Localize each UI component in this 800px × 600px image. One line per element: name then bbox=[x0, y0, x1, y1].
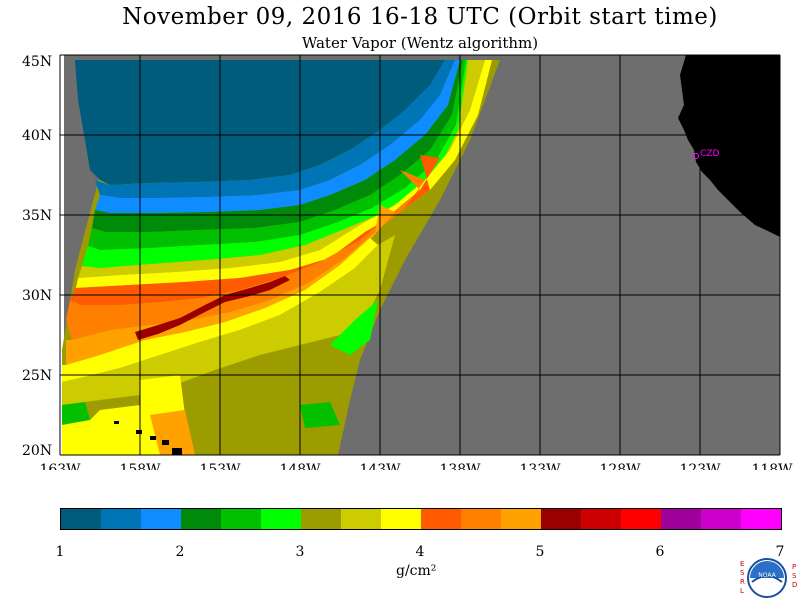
hawaii-islands bbox=[114, 421, 182, 455]
swath-band-orange-red bbox=[70, 155, 440, 305]
color-scale-cell bbox=[621, 509, 661, 529]
lon-label-163w: 163W bbox=[39, 462, 81, 470]
color-scale-cell bbox=[421, 509, 461, 529]
esrl-letter-s: S bbox=[740, 569, 745, 577]
psd-letters: P S D bbox=[792, 563, 797, 590]
moisture-filament bbox=[135, 276, 290, 340]
color-scale-cell bbox=[101, 509, 141, 529]
swath-patch-bottom-left-yellow bbox=[62, 405, 145, 455]
north-america-land bbox=[678, 55, 780, 237]
psd-letter-p: P bbox=[792, 563, 797, 571]
scale-tick-4: 4 bbox=[415, 544, 425, 560]
swath-band-green bbox=[88, 60, 466, 250]
scale-tick-5: 5 bbox=[535, 544, 545, 560]
map-subtitle: Water Vapor (Wentz algorithm) bbox=[301, 34, 539, 52]
color-scale-cell bbox=[181, 509, 221, 529]
lat-label-45n: 45N bbox=[22, 54, 52, 70]
noaa-logo-text: NOAA bbox=[758, 572, 776, 579]
lon-label-153w: 153W bbox=[199, 462, 241, 470]
lat-label-35n: 35N bbox=[22, 208, 52, 224]
swath-band-dark-blue bbox=[75, 60, 445, 185]
graticule bbox=[59, 54, 781, 456]
scale-tick-1: 1 bbox=[55, 544, 65, 560]
scale-tick-3: 3 bbox=[295, 544, 305, 560]
esrl-letter-r: R bbox=[740, 578, 745, 586]
lat-label-20n: 20N bbox=[22, 443, 52, 459]
color-scale-cell bbox=[141, 509, 181, 529]
color-scale-bar bbox=[60, 508, 782, 530]
psd-letter-d: D bbox=[792, 581, 798, 589]
color-scale-cell bbox=[341, 509, 381, 529]
swath-band-light-orange bbox=[66, 205, 395, 365]
esrl-letter-e: E bbox=[740, 560, 745, 568]
swath-patch-mid-green bbox=[330, 300, 378, 355]
color-scale-cell bbox=[301, 509, 341, 529]
color-scale-cell bbox=[261, 509, 301, 529]
lon-label-143w: 143W bbox=[359, 462, 401, 470]
color-scale-cell bbox=[381, 509, 421, 529]
color-scale-cell bbox=[221, 509, 261, 529]
map-title: November 09, 2016 16-18 UTC (Orbit start… bbox=[122, 4, 718, 30]
swath-band-light-blue bbox=[95, 60, 460, 213]
swath-patch-bottom-left-green bbox=[62, 402, 90, 425]
scale-tick-2: 2 bbox=[175, 544, 185, 560]
station-marker bbox=[693, 153, 699, 159]
swath-band-yellow-olive-lower bbox=[62, 235, 395, 405]
lat-label-25n: 25N bbox=[22, 368, 52, 384]
swath-patch-bottom-orange bbox=[150, 410, 195, 455]
swath-band-orange bbox=[66, 170, 425, 340]
lon-label-148w: 148W bbox=[279, 462, 321, 470]
color-scale-cell bbox=[701, 509, 741, 529]
swath-band-bright-green bbox=[82, 60, 468, 268]
scale-units: g/cm² bbox=[396, 563, 437, 579]
lon-label-128w: 128W bbox=[599, 462, 641, 470]
color-scale-cell bbox=[461, 509, 501, 529]
color-scale-cell bbox=[581, 509, 621, 529]
lon-label-118w: 118W bbox=[751, 462, 793, 470]
lat-label-30n: 30N bbox=[22, 288, 52, 304]
noaa-logo: NOAA bbox=[747, 558, 787, 598]
scale-tick-6: 6 bbox=[655, 544, 665, 560]
psd-letter-s: S bbox=[792, 572, 797, 580]
swath-patch-lower-green bbox=[300, 402, 340, 428]
color-scale-cell bbox=[61, 509, 101, 529]
color-scale-cell bbox=[501, 509, 541, 529]
water-vapor-map: CZD 45N 40N 35N 30N 25N 20N 163W 158W 15… bbox=[22, 54, 793, 470]
scale-tick-7: 7 bbox=[775, 544, 785, 560]
color-scale-cell bbox=[541, 509, 581, 529]
color-scale-cell bbox=[741, 509, 781, 529]
color-scale-cell bbox=[661, 509, 701, 529]
station-label: CZD bbox=[700, 149, 719, 159]
swath-band-blue bbox=[95, 60, 455, 198]
esrl-letters: E S R L bbox=[740, 560, 745, 596]
lon-label-133w: 133W bbox=[519, 462, 561, 470]
lat-label-40n: 40N bbox=[22, 128, 52, 144]
lon-label-123w: 123W bbox=[679, 462, 721, 470]
swath-band-yellow-lower bbox=[62, 238, 378, 382]
lon-label-138w: 138W bbox=[439, 462, 481, 470]
swath-band-dark-green bbox=[92, 60, 463, 232]
lon-label-158w: 158W bbox=[119, 462, 161, 470]
esrl-letter-l: L bbox=[740, 587, 744, 595]
